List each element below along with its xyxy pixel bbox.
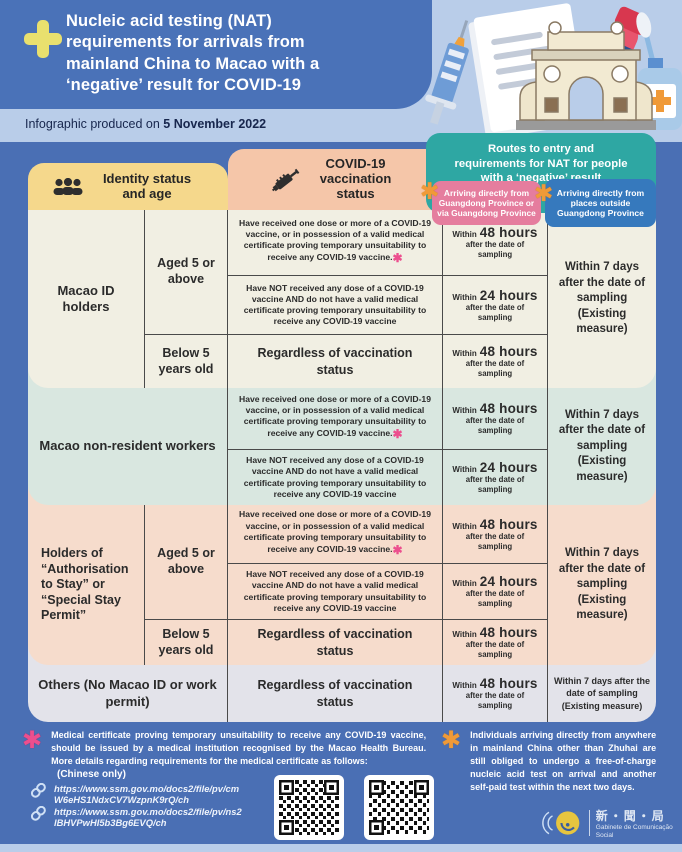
- nat-validity-cell: Within 48 hours after the date of sampling: [443, 620, 548, 665]
- vaccination-status-cell: Have received one dose or more of a COVI…: [228, 210, 443, 276]
- vaccination-column-header: COVID-19 vaccination status: [228, 149, 443, 210]
- route-guangdong-header: Arriving directly from Guangdong Provinc…: [432, 181, 541, 225]
- pink-asterisk-icon: ✱: [392, 427, 403, 442]
- identity-macao-id: Macao ID holders: [28, 210, 145, 388]
- vaccination-status-cell: Have received one dose or more of a COVI…: [228, 388, 443, 450]
- nat-validity-cell: Within 24 hours after the date of sampling: [443, 276, 548, 335]
- age-aged5: Aged 5 or above: [145, 505, 228, 620]
- produced-date: 5 November 2022: [163, 117, 267, 131]
- identity-workers: Macao non-resident workers: [28, 388, 228, 505]
- qr-code-2: [364, 775, 434, 840]
- age-aged5: Aged 5 or above: [145, 210, 228, 335]
- nat-validity-outside-cell: Within 7 days after the date of sampling…: [558, 261, 646, 336]
- identity-others: Others (No Macao ID or work permit): [28, 665, 228, 722]
- medical-certificate-note: ✱ Medical certificate proving temporary …: [22, 727, 434, 768]
- nat-validity-cell: Within 24 hours after the date of sampling: [443, 564, 548, 620]
- gcs-logo-icon: [542, 811, 580, 835]
- nat-validity-cell: Within 48 hours after the date of sampling: [443, 210, 548, 276]
- produced-date-line: Infographic produced on 5 November 2022: [25, 117, 267, 131]
- medical-plus-icon: [24, 20, 62, 58]
- logo-chinese-name: 新‧聞‧局: [595, 808, 666, 823]
- pink-asterisk-icon: ✱: [392, 251, 403, 266]
- block-stay-permit-holders: Holders of “Authorisation to Stay” or “S…: [28, 505, 656, 665]
- qr-code-1: [274, 775, 344, 840]
- syringe-icon: [425, 20, 469, 125]
- identity-column-header: Identity status and age: [28, 163, 228, 210]
- requirements-table: Identity status and age COVID-19 vaccina…: [28, 133, 656, 722]
- nat-validity-outside-cell: Within 7 days after the date of sampling…: [558, 408, 646, 483]
- people-icon: [53, 178, 83, 195]
- pink-asterisk-icon: ✱: [22, 727, 43, 754]
- syringe-icon: [271, 168, 299, 191]
- nat-validity-cell: Within 48 hours after the date of sampling: [443, 388, 548, 450]
- link-icon: [31, 783, 46, 798]
- nat-validity-cell: Within 24 hours after the date of sampling: [443, 450, 548, 505]
- nat-validity-cell: Within 48 hours after the date of sampling: [443, 335, 548, 388]
- identity-holders: Holders of “Authorisation to Stay” or “S…: [28, 505, 145, 665]
- footer: ✱ Medical certificate proving temporary …: [0, 722, 682, 844]
- block-macao-id-holders: Macao ID holders Aged 5 or above Have re…: [28, 210, 656, 388]
- age-below5: Below 5 years old: [145, 335, 228, 388]
- vaccination-status-cell: Have NOT received any dose of a COVID-19…: [228, 564, 443, 620]
- block-nonresident-workers: Macao non-resident workers Have received…: [28, 388, 656, 505]
- ssm-link-1[interactable]: https://www.ssm.gov.mo/docs2/file/pv/cmW…: [54, 783, 240, 806]
- title-banner: Nucleic acid testing (NAT) requirements …: [0, 0, 432, 109]
- chinese-only-label: (Chinese only): [57, 769, 126, 780]
- table-header: Identity status and age COVID-19 vaccina…: [28, 133, 656, 227]
- gcs-bureau-logo: 新‧聞‧局 Gabinete de Comunicação Social: [540, 806, 682, 840]
- orange-asterisk-icon: ✱: [420, 178, 440, 204]
- vaccination-status-cell: Regardless of vaccination status: [228, 665, 443, 722]
- route-outside-header: Arriving directly from places outside Gu…: [545, 179, 656, 227]
- vaccination-status-cell: Regardless of vaccination status: [228, 335, 443, 388]
- link-row: https://www.ssm.gov.mo/docs2/file/pv/cmW…: [31, 783, 242, 806]
- nat-validity-cell: Within 48 hours after the date of sampling: [443, 665, 548, 722]
- ssm-link-2[interactable]: https://www.ssm.gov.mo/docs2/file/pv/ns2…: [54, 806, 242, 829]
- vaccination-status-cell: Have NOT received any dose of a COVID-19…: [228, 450, 443, 505]
- nat-validity-outside-cell: Within 7 days after the date of sampling…: [554, 676, 650, 711]
- logo-portuguese-name: Gabinete de Comunicação Social: [595, 823, 673, 839]
- vaccination-status-cell: Have NOT received any dose of a COVID-19…: [228, 276, 443, 335]
- medical-illustration-graphic: [425, 3, 682, 138]
- page-title: Nucleic acid testing (NAT) requirements …: [66, 12, 320, 95]
- vaccination-status-cell: Regardless of vaccination status: [228, 620, 443, 665]
- zhuhai-arrival-note: ✱ Individuals arriving directly from any…: [441, 727, 663, 794]
- arch-monument-icon: [516, 21, 656, 130]
- vaccination-status-cell: Have received one dose or more of a COVI…: [228, 505, 443, 564]
- bottom-strip: [0, 844, 682, 852]
- nat-validity-outside-cell: Within 7 days after the date of sampling…: [558, 547, 646, 622]
- link-icon: [31, 806, 46, 821]
- logo-divider: [588, 810, 590, 836]
- link-row: https://www.ssm.gov.mo/docs2/file/pv/ns2…: [31, 806, 242, 829]
- orange-asterisk-icon: ✱: [441, 727, 462, 754]
- block-others: Others (No Macao ID or work permit) Rega…: [28, 665, 656, 722]
- orange-asterisk-icon: ✱: [534, 180, 554, 206]
- age-below5: Below 5 years old: [145, 620, 228, 665]
- pink-asterisk-icon: ✱: [392, 542, 403, 557]
- nat-validity-cell: Within 48 hours after the date of sampling: [443, 505, 548, 564]
